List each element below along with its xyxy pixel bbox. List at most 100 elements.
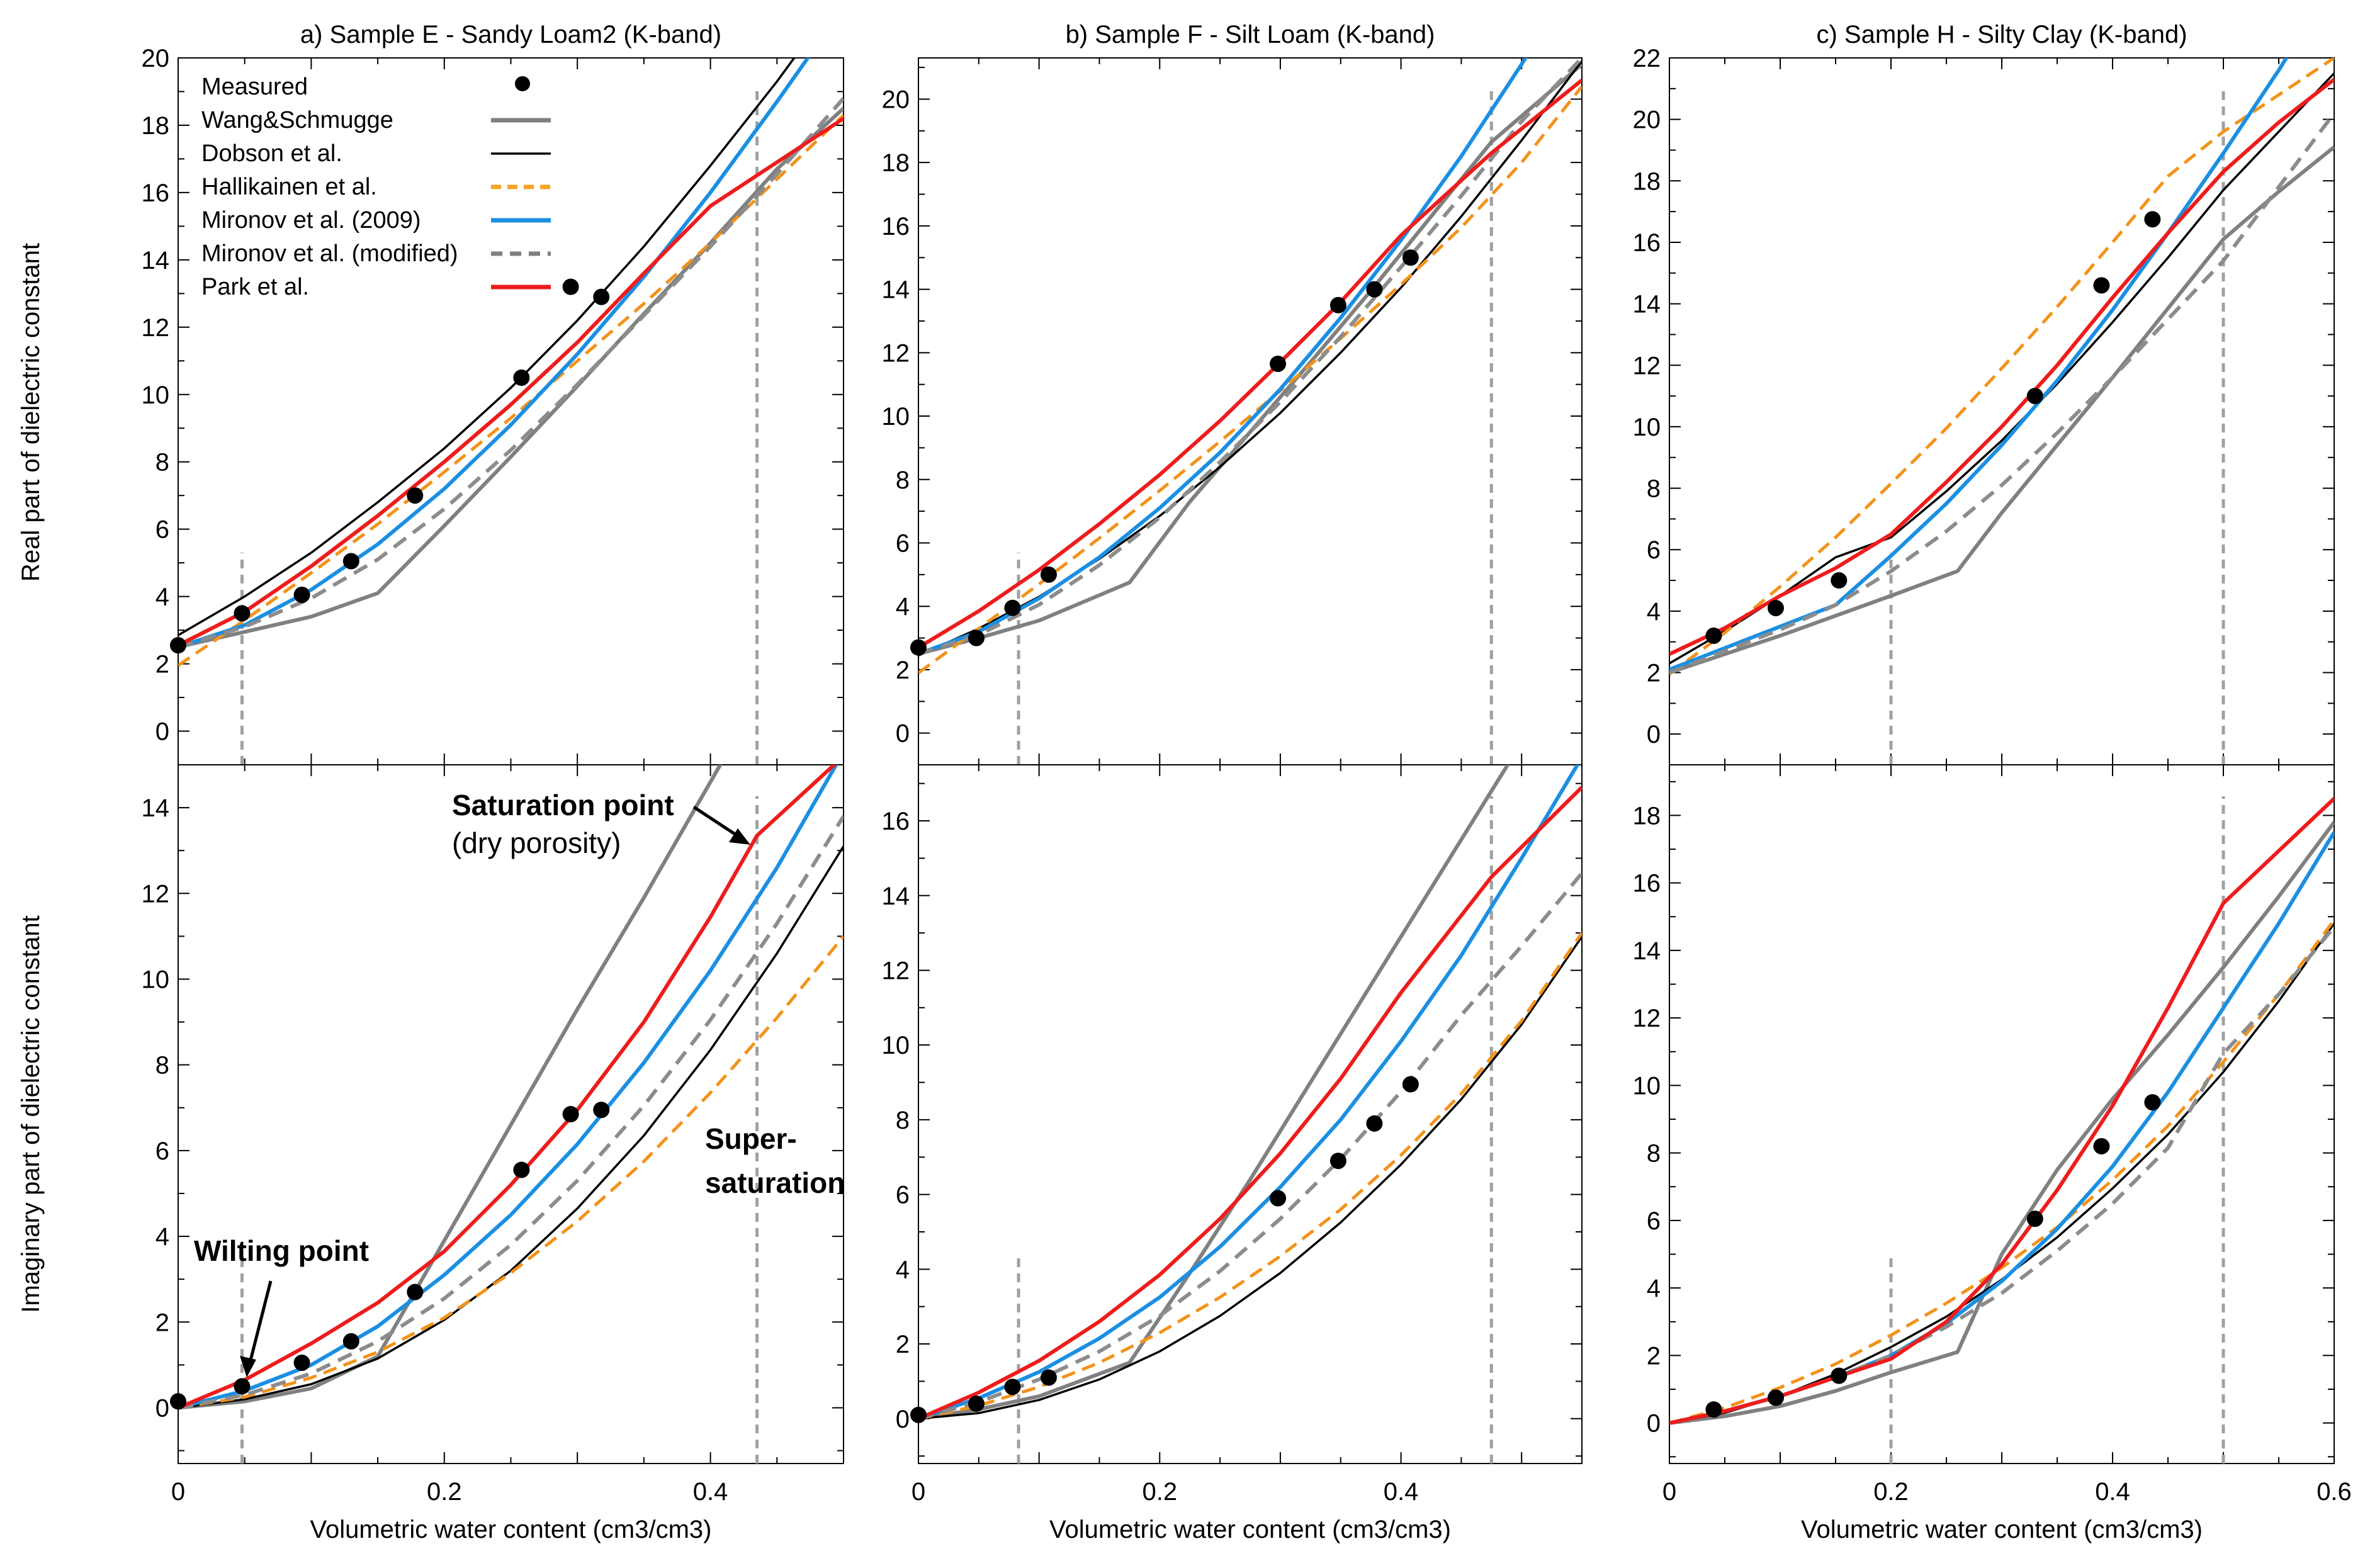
measured-point: [170, 1393, 186, 1410]
series-park-et-al: [918, 78, 1582, 650]
plot-content: [918, 765, 1582, 1464]
plot-content: [178, 765, 844, 1464]
y-tick-label: 10: [142, 966, 170, 993]
plot-content: [1669, 796, 2334, 1464]
y-tick-label: 8: [896, 1107, 910, 1134]
measured-point: [407, 1283, 424, 1300]
y-tick-label: 12: [142, 314, 170, 342]
y-tick-label: 4: [1647, 598, 1661, 626]
y-tick-label: 8: [896, 466, 910, 494]
measured-point: [1831, 1367, 1848, 1384]
measured-point: [1040, 566, 1057, 583]
legend: Measured Wang&Schmugge Dobson et al. Hallik…: [201, 74, 551, 300]
series-mironov-et-al-2009: [918, 58, 1528, 656]
y-tick-label: 12: [142, 880, 170, 908]
measured-point: [513, 369, 530, 386]
x-axis-label: Volumetric water content (cm3/cm3): [1801, 1516, 2203, 1543]
series-dobson-et-al: [178, 58, 796, 636]
measured-point: [2144, 211, 2161, 228]
y-tick-label: 14: [1633, 937, 1661, 965]
series-hallikainen-et-al: [1669, 58, 2334, 675]
y-tick-label: 16: [882, 808, 910, 835]
y-tick-label: 6: [896, 1182, 910, 1209]
measured-point: [1767, 1389, 1784, 1406]
plot-frame: [178, 764, 844, 1464]
measured-point: [513, 1161, 530, 1178]
y-tick-label: 2: [155, 651, 169, 679]
measured-point: [1366, 281, 1383, 298]
saturation-arrow: [692, 805, 741, 839]
measured-point: [968, 629, 985, 646]
legend-label: Measured: [201, 74, 308, 100]
y-tick-label: 2: [1647, 660, 1661, 687]
x-tick-label: 0.4: [693, 1478, 728, 1506]
y-tick-label: 10: [142, 381, 170, 409]
y-tick-label: 12: [1633, 1005, 1661, 1032]
y-tick-label: 4: [155, 1223, 169, 1251]
plot-content: [1669, 58, 2334, 765]
y-tick-label: 10: [1633, 414, 1661, 441]
measured-point: [293, 586, 310, 603]
measured-point: [407, 487, 424, 504]
row-label-real: Real part of dielectric constant: [17, 243, 45, 582]
y-tick-label: 6: [155, 516, 169, 544]
measured-point: [1004, 599, 1021, 616]
y-tick-label: 0: [896, 720, 910, 748]
series-park-et-al: [178, 116, 844, 647]
series-wang-schmugge: [1669, 145, 2334, 675]
panel-b-real: 0 2 4 6 8 10 12 14 16 18 20: [882, 57, 1583, 765]
plots-area: a) Sample E - Sandy Loam2 (K-band) 0 2 4 6 8 1…: [142, 21, 2352, 1543]
series-hallikainen-et-al: [178, 114, 844, 667]
y-tick-label: 20: [1633, 106, 1661, 134]
measured-point: [293, 1354, 310, 1371]
y-tick-label: 10: [1633, 1072, 1661, 1100]
series-mironov-et-al-2009: [178, 765, 838, 1410]
measured-point: [342, 1333, 359, 1350]
wilting-arrow: [248, 1280, 273, 1363]
series-wang-schmugge: [1669, 821, 2334, 1425]
plot-frame: [918, 764, 1583, 1464]
series-park-et-al: [1669, 77, 2334, 656]
x-tick-label: 0.4: [2095, 1478, 2130, 1506]
series-wang-schmugge: [178, 106, 844, 649]
measured-point: [2093, 1137, 2110, 1154]
y-tick-label: 12: [882, 339, 910, 367]
x-tick-label: 0.2: [427, 1478, 462, 1506]
y-tick-label: 8: [1647, 475, 1661, 503]
x-tick-label: 0: [912, 1478, 925, 1506]
y-tick-label: 10: [882, 1032, 910, 1059]
series-mironov-et-al-2009: [1669, 58, 2289, 672]
panel-c-real: 0 2 4 6 8 10 12 14 16 18 20 22: [1633, 45, 2335, 765]
y-tick-label: 2: [155, 1309, 169, 1336]
panel-b-imag: 0 2 4 6 8 10 12 14 16 0 0.2 0.4 Volumetric water con…: [882, 764, 1583, 1543]
panel-c-imag: 0 2 4 6 8 10 12 14 16 18 0 0.2 0.4 0.6 Volumetric wate…: [1633, 764, 2352, 1543]
x-tick-label: 0: [171, 1478, 185, 1506]
y-tick-label: 6: [155, 1137, 169, 1165]
series-hallikainen-et-al: [1669, 919, 2334, 1425]
plot-content: [178, 58, 844, 765]
panel-a-real: 0 2 4 6 8 10 12 14 16 18 20: [142, 45, 844, 765]
y-tick-label: 14: [1633, 291, 1661, 319]
y-tick-label: 14: [142, 794, 170, 822]
measured-point: [2026, 1210, 2043, 1227]
measured-point: [1767, 599, 1784, 616]
series-mironov-et-al-2009: [1669, 831, 2334, 1425]
series-mironov-et-al-modified: [178, 815, 844, 1410]
series-hallikainen-et-al: [918, 932, 1582, 1421]
annotation-dry-porosity: (dry porosity): [452, 826, 621, 859]
row-label-imaginary: Imaginary part of dielectric constant: [17, 915, 45, 1312]
annotation-saturation-word: saturation: [705, 1166, 845, 1199]
y-tick-label: 18: [882, 149, 910, 177]
y-tick-label: 14: [882, 276, 910, 304]
annotation-super: Super-: [705, 1122, 797, 1155]
legend-label: Mironov et al. (modified): [201, 240, 458, 267]
series-wang-schmugge: [178, 765, 723, 1410]
series-hallikainen-et-al: [918, 85, 1582, 675]
series-wang-schmugge: [918, 765, 1510, 1421]
y-tick-label: 8: [155, 1052, 169, 1080]
y-tick-label: 2: [896, 1331, 910, 1358]
y-tick-label: 16: [142, 179, 170, 207]
measured-point: [593, 288, 610, 305]
y-tick-label: 4: [896, 593, 910, 621]
y-tick-label: 2: [1647, 1342, 1661, 1370]
